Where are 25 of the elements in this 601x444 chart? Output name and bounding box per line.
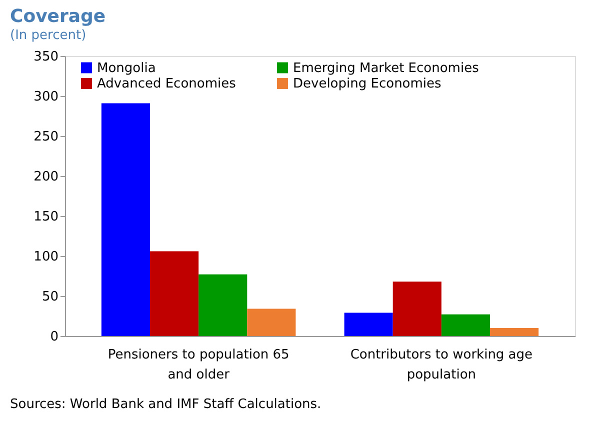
legend-label: Advanced Economies bbox=[97, 76, 236, 92]
chart-subtitle: (In percent) bbox=[10, 28, 86, 43]
bar bbox=[247, 308, 296, 336]
y-tick-label: 200 bbox=[34, 170, 58, 184]
bar bbox=[101, 103, 150, 336]
y-tick-label: 300 bbox=[34, 90, 58, 104]
bar bbox=[150, 251, 199, 336]
source-note: Sources: World Bank and IMF Staff Calculations. bbox=[10, 397, 322, 412]
y-tick-label: 100 bbox=[34, 250, 58, 264]
y-tick-label: 0 bbox=[50, 330, 58, 344]
y-tick-label: 350 bbox=[34, 50, 58, 64]
y-tick-label: 150 bbox=[34, 210, 58, 224]
bar bbox=[490, 328, 539, 336]
bar bbox=[441, 314, 490, 336]
y-tick-label: 50 bbox=[42, 290, 58, 304]
legend-label: Emerging Market Economies bbox=[293, 60, 480, 76]
legend-label: Developing Economies bbox=[293, 76, 442, 92]
y-tick-label: 250 bbox=[34, 130, 58, 144]
legend-label: Mongolia bbox=[97, 60, 156, 76]
x-tick-label: Pensioners to population 65 and older bbox=[108, 348, 290, 382]
bar bbox=[198, 274, 248, 336]
x-tick-label: Contributors to working age population bbox=[350, 348, 533, 382]
bar bbox=[392, 282, 442, 336]
bar bbox=[344, 312, 393, 336]
chart-title: Coverage bbox=[10, 6, 106, 27]
